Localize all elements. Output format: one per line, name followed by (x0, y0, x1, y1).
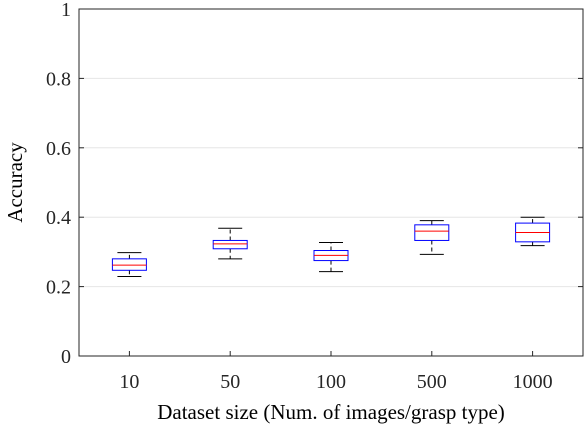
y-tick-label: 0 (61, 346, 71, 368)
box-50 (212, 227, 248, 260)
iqr-box (212, 239, 248, 250)
iqr-box (414, 224, 450, 241)
boxes (111, 216, 551, 278)
y-tick-label: 1 (61, 0, 71, 21)
grid-lines (79, 77, 583, 288)
y-tick-label: 0.4 (46, 207, 71, 229)
x-tick-label: 50 (220, 371, 240, 393)
x-axis-ticks: 10 50 100 500 1000 (119, 351, 553, 393)
x-axis-label: Dataset size (Num. of images/grasp type) (157, 400, 505, 424)
y-tick-label: 0.8 (46, 68, 71, 90)
y-tick-label: 0.6 (46, 138, 71, 160)
iqr-box (111, 258, 147, 271)
x-tick-label: 100 (316, 371, 346, 393)
x-tick-label: 10 (119, 371, 139, 393)
box-100 (313, 242, 349, 273)
box-1000 (515, 216, 551, 247)
y-axis-ticks: 0 0.2 0.4 0.6 0.8 1 (46, 0, 583, 368)
y-tick-label: 0.2 (46, 277, 71, 299)
box-500 (414, 220, 450, 255)
x-tick-label: 1000 (513, 371, 553, 393)
box-10 (111, 252, 147, 278)
plot-area-frame (78, 8, 584, 357)
y-axis-label: Accuracy (3, 142, 27, 223)
x-tick-label: 500 (417, 371, 447, 393)
